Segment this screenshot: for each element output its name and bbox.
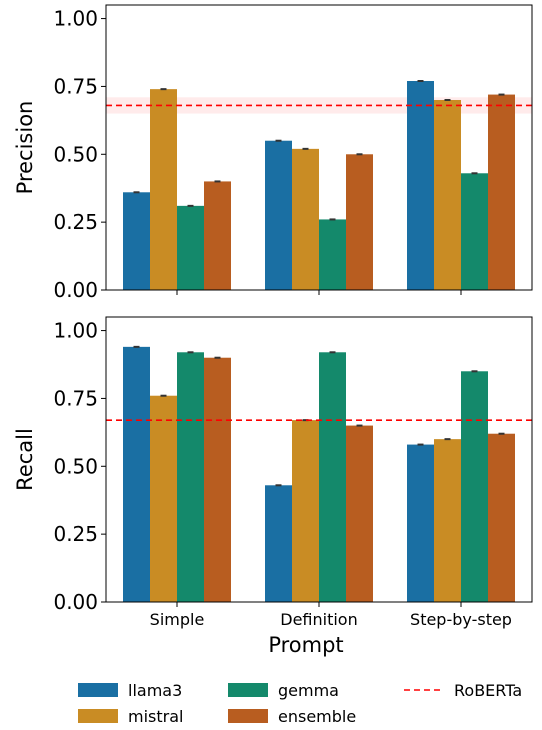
legend-label-gemma: gemma — [278, 681, 339, 700]
y-tick-label: 0.00 — [53, 278, 98, 302]
bar-llama3-step-by-step-1 — [407, 444, 434, 602]
y-tick-label: 0.25 — [53, 210, 98, 234]
y-tick-label: 1.00 — [53, 7, 98, 31]
bar-ensemble-step-by-step-1 — [488, 433, 515, 602]
bar-mistral-simple-1 — [150, 395, 177, 602]
legend-label-roberta: RoBERTa — [454, 681, 522, 700]
legend-swatch-ensemble — [228, 709, 268, 723]
legend-label-llama3: llama3 — [128, 681, 182, 700]
x-tick-label: Definition — [280, 610, 357, 629]
bar-ensemble-simple-0 — [204, 181, 231, 290]
bar-gemma-simple-0 — [177, 205, 204, 290]
x-tick-label: Simple — [150, 610, 205, 629]
bar-mistral-step-by-step-1 — [434, 439, 461, 602]
y-tick-label: 0.00 — [53, 590, 98, 614]
bar-mistral-simple-0 — [150, 89, 177, 291]
bar-llama3-simple-1 — [123, 346, 150, 602]
y-tick-label: 0.50 — [53, 142, 98, 166]
y-tick-label: 1.00 — [53, 319, 98, 343]
bar-mistral-definition-1 — [292, 420, 319, 602]
y-axis-label: Recall — [13, 428, 37, 491]
x-tick-label: Step-by-step — [410, 610, 512, 629]
y-tick-label: 0.25 — [53, 522, 98, 546]
bar-gemma-definition-0 — [319, 219, 346, 290]
bar-ensemble-definition-0 — [346, 154, 373, 290]
y-tick-label: 0.75 — [53, 74, 98, 98]
legend-swatch-gemma — [228, 683, 268, 697]
bar-mistral-definition-0 — [292, 148, 319, 290]
bar-gemma-definition-1 — [319, 352, 346, 602]
y-tick-label: 0.50 — [53, 454, 98, 478]
bar-llama3-step-by-step-0 — [407, 81, 434, 290]
bar-ensemble-simple-1 — [204, 357, 231, 602]
legend-swatch-llama3 — [78, 683, 118, 697]
bar-gemma-simple-1 — [177, 352, 204, 602]
y-tick-label: 0.75 — [53, 386, 98, 410]
bar-ensemble-step-by-step-0 — [488, 94, 515, 290]
legend-swatch-mistral — [78, 709, 118, 723]
bar-llama3-simple-0 — [123, 192, 150, 290]
bar-mistral-step-by-step-0 — [434, 100, 461, 290]
legend-label-mistral: mistral — [128, 707, 183, 726]
bar-gemma-step-by-step-1 — [461, 371, 488, 602]
bar-llama3-definition-0 — [265, 140, 292, 290]
y-axis-label: Precision — [13, 101, 37, 195]
bar-ensemble-definition-1 — [346, 425, 373, 602]
x-axis-label: Prompt — [268, 633, 343, 657]
bar-llama3-definition-1 — [265, 485, 292, 602]
legend-label-ensemble: ensemble — [278, 707, 356, 726]
bar-gemma-step-by-step-0 — [461, 173, 488, 290]
